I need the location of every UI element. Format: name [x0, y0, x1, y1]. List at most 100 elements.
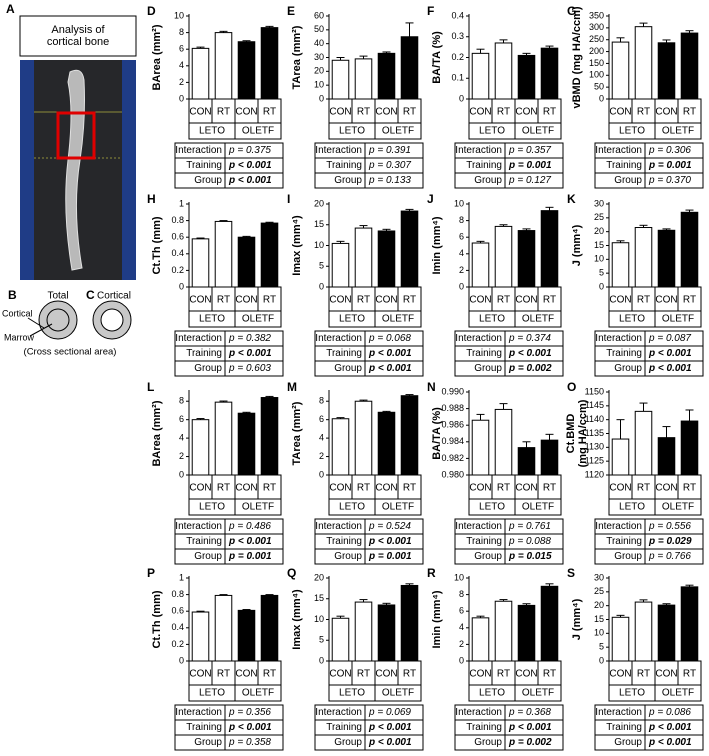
x-tick-label: CON	[469, 295, 491, 306]
panel-letter: O	[567, 380, 576, 394]
bar	[214, 32, 233, 100]
x-tick-label: CON	[375, 483, 397, 494]
stats-label: Interaction	[175, 707, 222, 718]
x-tick-label: CON	[469, 107, 491, 118]
y-tick-label: 0	[459, 281, 464, 291]
bar	[191, 47, 210, 100]
bar	[657, 604, 676, 662]
bar	[657, 229, 676, 288]
p-value: p = 0.001	[368, 551, 412, 562]
p-value: p = 0.068	[368, 333, 411, 344]
y-tick-label: 2	[459, 639, 464, 649]
y-tick-label: 0.2	[171, 265, 184, 275]
p-value: p = 0.761	[508, 521, 551, 532]
group-label: OLETF	[522, 126, 554, 137]
y-tick-label: 2	[319, 451, 324, 461]
bar	[471, 617, 490, 662]
y-tick-label: 30	[594, 198, 604, 208]
bar	[354, 58, 373, 100]
y-tick-label: 0	[179, 93, 184, 103]
stats-label: Interaction	[315, 333, 362, 344]
bar	[517, 54, 536, 100]
y-axis-label: J (mm⁴)	[571, 598, 583, 640]
p-value: p < 0.001	[368, 722, 412, 733]
p-value: p = 0.088	[508, 536, 551, 547]
y-tick-label: 15	[594, 614, 604, 624]
panel-letter: N	[427, 380, 436, 394]
bar	[237, 41, 256, 100]
group-label: LETO	[619, 314, 645, 325]
y-tick-label: 2	[179, 77, 184, 87]
p-value: p < 0.001	[228, 536, 272, 547]
y-tick-label: 0	[459, 655, 464, 665]
stats-table	[174, 142, 284, 189]
stats-label: Training	[466, 536, 502, 547]
x-tick-label: RT	[357, 669, 370, 680]
bar	[260, 397, 279, 476]
x-tick-label: RT	[637, 483, 650, 494]
bar	[634, 227, 653, 288]
stats-label: Interaction	[315, 707, 362, 718]
x-tick-label: CON	[609, 669, 631, 680]
stats-label: Group	[474, 737, 502, 748]
stats-table	[454, 518, 564, 565]
p-value: p = 0.486	[228, 521, 271, 532]
p-value: p = 0.127	[508, 175, 551, 186]
y-axis-label: vBMD (mg HA/ccm)	[571, 6, 583, 108]
y-tick-label: 0	[599, 93, 604, 103]
y-tick-label: 30	[314, 52, 324, 62]
x-tick-label: CON	[515, 107, 537, 118]
y-tick-label: 6	[459, 232, 464, 242]
group-label: OLETF	[242, 126, 274, 137]
panel-letter: P	[147, 566, 155, 580]
stats-table	[594, 704, 704, 751]
marrow-circle	[46, 308, 70, 332]
y-tick-label: 1150	[585, 386, 604, 396]
x-tick-label: RT	[543, 295, 556, 306]
bar	[517, 230, 536, 288]
y-tick-label: 0.4	[451, 10, 464, 20]
x-tick-label: RT	[497, 669, 510, 680]
y-axis-label: BArea (mm²)	[151, 400, 163, 466]
p-value: p = 0.001	[228, 551, 272, 562]
stats-label: Interaction	[595, 521, 642, 532]
y-tick-label: 0.8	[171, 215, 184, 225]
p-value: p = 0.015	[508, 551, 552, 562]
y-tick-label: 2	[179, 451, 184, 461]
panel-letter: M	[287, 380, 297, 394]
stats-table	[454, 704, 564, 751]
p-value: p < 0.001	[228, 160, 272, 171]
stats-label: Group	[614, 363, 642, 374]
stats-label: Training	[606, 160, 642, 171]
bar	[354, 227, 373, 288]
group-label: LETO	[479, 314, 505, 325]
y-tick-label: 8	[179, 27, 184, 37]
p-value: p = 0.391	[368, 145, 411, 156]
y-tick-label: 0.1	[451, 73, 464, 83]
y-tick-label: 40	[314, 38, 324, 48]
y-tick-label: 1	[179, 198, 184, 208]
pointer	[27, 317, 45, 329]
p-value: p < 0.001	[228, 175, 272, 186]
x-tick-label: CON	[235, 669, 257, 680]
stats-label: Group	[474, 551, 502, 562]
p-value: p = 0.357	[508, 145, 551, 156]
p-value: p = 0.001	[508, 160, 552, 171]
x-tick-label: RT	[683, 107, 696, 118]
bar	[471, 242, 490, 288]
bar	[494, 42, 513, 100]
y-tick-label: 0.8	[171, 589, 184, 599]
stats-label: Training	[186, 536, 222, 547]
p-value: p = 0.374	[508, 333, 551, 344]
panel-letter: J	[427, 192, 434, 206]
x-tick-label: RT	[683, 483, 696, 494]
stats-label: Interaction	[175, 333, 222, 344]
p-value: p < 0.001	[508, 722, 552, 733]
y-axis-label: Imax (mm⁴)	[291, 215, 303, 276]
y-tick-label: 0.6	[171, 232, 184, 242]
p-value: p = 0.368	[508, 707, 551, 718]
y-tick-label: 20	[594, 226, 604, 236]
x-tick-label: CON	[235, 483, 257, 494]
x-tick-label: CON	[375, 669, 397, 680]
y-tick-label: 8	[179, 396, 184, 406]
